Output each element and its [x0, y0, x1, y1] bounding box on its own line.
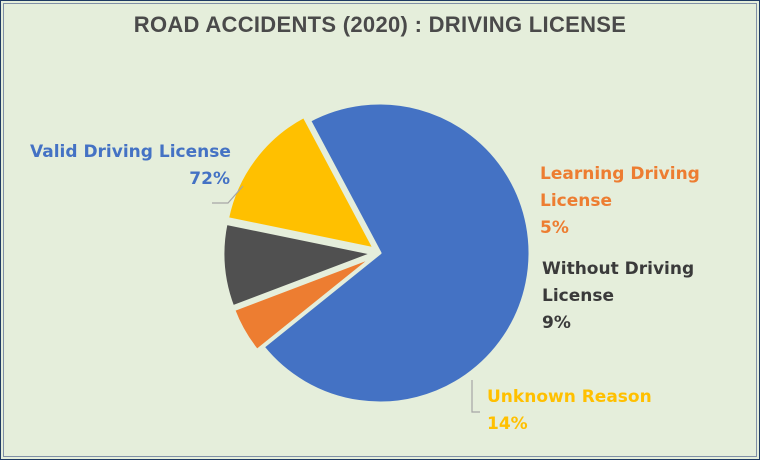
leader-line-unknown — [471, 380, 480, 413]
leader-line-valid — [212, 185, 244, 204]
label-valid-value: 72% — [189, 169, 230, 189]
pie-slice-valid-driving-license — [261, 101, 532, 405]
pie-slice-learning-driving-license — [232, 254, 376, 352]
pie-slice-unknown-reason — [225, 114, 376, 251]
leader-lines — [212, 185, 480, 413]
pie-slices — [221, 101, 532, 405]
label-without-value: 9% — [542, 313, 571, 333]
label-unknown-name: Unknown Reason — [487, 387, 652, 407]
label-without-driving-license: Without Driving License 9% — [542, 256, 717, 337]
label-unknown-reason: Unknown Reason 14% — [487, 384, 687, 438]
label-unknown-value: 14% — [487, 414, 528, 434]
label-learning-driving-license: Learning Driving License 5% — [540, 161, 715, 242]
pie-slice-without-driving-license — [221, 221, 375, 309]
label-learning-value: 5% — [540, 218, 569, 238]
label-valid-driving-license: Valid Driving License 72% — [30, 139, 231, 193]
chart-inner-border — [3, 3, 757, 457]
chart-title: ROAD ACCIDENTS (2020) : DRIVING LICENSE — [133, 12, 627, 37]
label-learning-name: Learning Driving License — [540, 164, 700, 211]
label-without-name: Without Driving License — [542, 259, 695, 306]
label-valid-name: Valid Driving License — [30, 142, 231, 162]
